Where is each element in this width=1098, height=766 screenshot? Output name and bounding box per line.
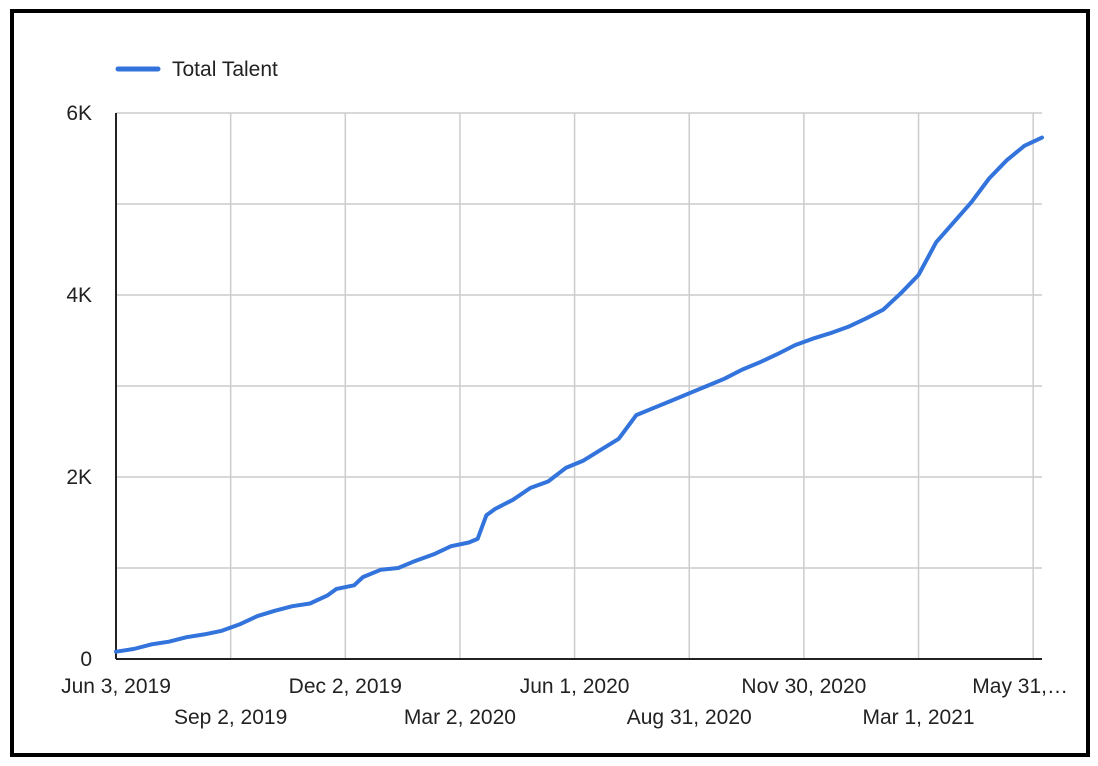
- x-tick-label: Jun 3, 2019: [61, 675, 171, 698]
- x-tick-label: Nov 30, 2020: [741, 675, 866, 698]
- x-tick-label: May 31,…: [972, 675, 1068, 698]
- x-tick-label: Mar 1, 2021: [862, 706, 974, 729]
- chart-frame: 0 2K 4K 6K Jun 3, 2019 Sep 2, 2019 Dec 2, 2019…: [10, 9, 1090, 757]
- x-tick-label: Dec 2, 2019: [289, 675, 402, 698]
- y-tick-label: 4K: [66, 284, 92, 307]
- x-tick-label: Aug 31, 2020: [627, 706, 752, 729]
- y-tick-label: 2K: [66, 466, 92, 489]
- legend-label: Total Talent: [172, 58, 278, 81]
- x-tick-label: Mar 2, 2020: [404, 706, 516, 729]
- y-tick-label: 6K: [66, 102, 92, 125]
- x-tick-label: Jun 1, 2020: [520, 675, 630, 698]
- x-tick-label: Sep 2, 2019: [174, 706, 287, 729]
- series-line: [114, 135, 1044, 654]
- y-tick-label: 0: [80, 648, 92, 671]
